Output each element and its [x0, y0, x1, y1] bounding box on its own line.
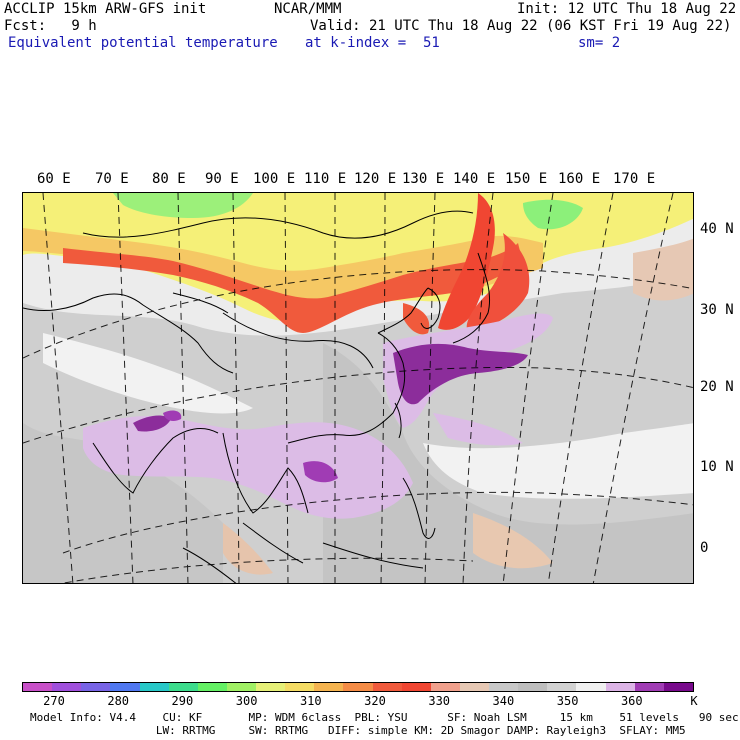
colorbar-unit: K — [690, 694, 698, 708]
colorbar-tick-label: 340 — [492, 694, 515, 708]
yellow-band — [23, 193, 693, 323]
purple-region — [163, 410, 182, 421]
green-patch — [523, 199, 583, 230]
model-info-line2: LW: RRTMG SW: RRTMG DIFF: simple KM: 2D … — [30, 724, 686, 737]
colorbar-swatch — [343, 683, 373, 691]
colorbar-swatch — [285, 683, 315, 691]
colorbar-swatch — [372, 683, 402, 691]
colorbar-tick-label: 300 — [235, 694, 258, 708]
colorbar-tick-label: 280 — [107, 694, 130, 708]
lon-label: 160 E — [558, 171, 601, 187]
forecast-hour: Fcst: 9 h — [4, 18, 97, 34]
org-label: NCAR/MMM — [274, 1, 342, 17]
red-band — [438, 193, 495, 330]
lat-label: 20 N — [700, 379, 734, 395]
colorbar-swatch — [23, 683, 53, 691]
colorbar-swatch — [576, 683, 606, 691]
colorbar-swatch — [459, 683, 489, 691]
lon-label: 140 E — [453, 171, 496, 187]
colorbar-tick-label: 330 — [428, 694, 451, 708]
colorbar-swatch — [139, 683, 169, 691]
graticule — [23, 193, 693, 583]
lon-label: 130 E — [402, 171, 445, 187]
colorbar-tick-label: 290 — [171, 694, 194, 708]
red-band — [63, 243, 523, 333]
colorbar — [22, 682, 694, 692]
colorbar-tick-label: 360 — [620, 694, 643, 708]
lon-label: 90 E — [205, 171, 239, 187]
field-name: Equivalent potential temperature — [8, 35, 278, 51]
theta-e-map — [22, 192, 694, 584]
lon-label: 70 E — [95, 171, 129, 187]
valid-time: Valid: 21 UTC Thu 18 Aug 22 (06 KST Fri … — [310, 18, 732, 34]
colorbar-tick-label: 310 — [299, 694, 322, 708]
green-patch — [113, 193, 253, 218]
coastlines — [23, 210, 491, 583]
indian-ocean-gray — [23, 423, 223, 583]
colorbar-swatch — [489, 683, 519, 691]
colorbar-swatch — [52, 683, 82, 691]
lon-label: 120 E — [354, 171, 397, 187]
colorbar-tick-label: 350 — [556, 694, 579, 708]
lat-label: 30 N — [700, 302, 734, 318]
model-title: ACCLIP 15km ARW-GFS init — [4, 1, 207, 17]
india-light-region — [43, 333, 253, 414]
lon-label: 170 E — [613, 171, 656, 187]
colorbar-swatch — [110, 683, 140, 691]
colorbar-swatch — [314, 683, 344, 691]
colorbar-swatch — [81, 683, 111, 691]
lat-label: 40 N — [700, 221, 734, 237]
lon-label: 150 E — [505, 171, 548, 187]
lon-label: 80 E — [152, 171, 186, 187]
purple-region — [393, 343, 528, 405]
colorbar-swatch — [197, 683, 227, 691]
colorbar-swatch — [634, 683, 664, 691]
colorbar-swatch — [605, 683, 635, 691]
colorbar-swatch — [518, 683, 548, 691]
init-time: Init: 12 UTC Thu 18 Aug 22 — [517, 1, 737, 17]
colorbar-swatch — [430, 683, 460, 691]
lavender-region — [433, 413, 523, 446]
model-info-line1: Model Info: V4.4 CU: KF MP: WDM 6class P… — [30, 711, 739, 724]
colorbar-swatch — [256, 683, 286, 691]
warm-patch — [633, 238, 693, 301]
pacific-gray-region — [323, 343, 693, 583]
smoothing-label: sm= 2 — [578, 35, 621, 51]
purple-region — [303, 461, 338, 483]
colorbar-swatch — [663, 683, 693, 691]
lavender-region — [83, 416, 413, 519]
colorbar-tick-label: 270 — [43, 694, 65, 708]
lat-label: 10 N — [700, 459, 734, 475]
lon-label: 110 E — [304, 171, 347, 187]
colorbar-swatch — [401, 683, 431, 691]
purple-region — [133, 415, 171, 432]
colorbar-swatch — [547, 683, 577, 691]
lon-label: 100 E — [253, 171, 296, 187]
level-label: at k-index = 51 — [305, 35, 440, 51]
colorbar-swatch — [168, 683, 198, 691]
colorbar-swatch — [226, 683, 256, 691]
lat-label: 0 — [700, 540, 709, 556]
warm-patch — [473, 513, 553, 569]
map-canvas — [23, 193, 693, 583]
pacific-light-band — [423, 423, 693, 499]
lavender-region — [383, 313, 553, 428]
lon-label: 60 E — [37, 171, 71, 187]
colorbar-tick-label: 320 — [364, 694, 386, 708]
red-band — [466, 233, 530, 333]
